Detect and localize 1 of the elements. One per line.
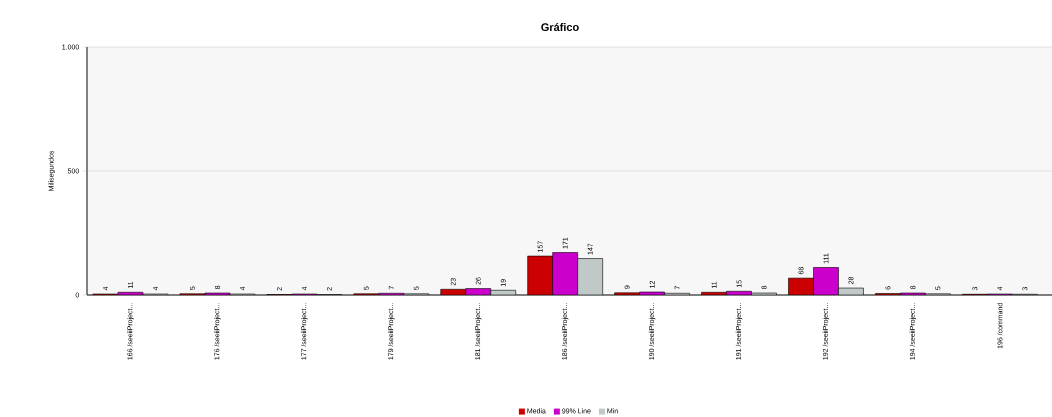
- chart-title: Gráfico: [541, 22, 579, 32]
